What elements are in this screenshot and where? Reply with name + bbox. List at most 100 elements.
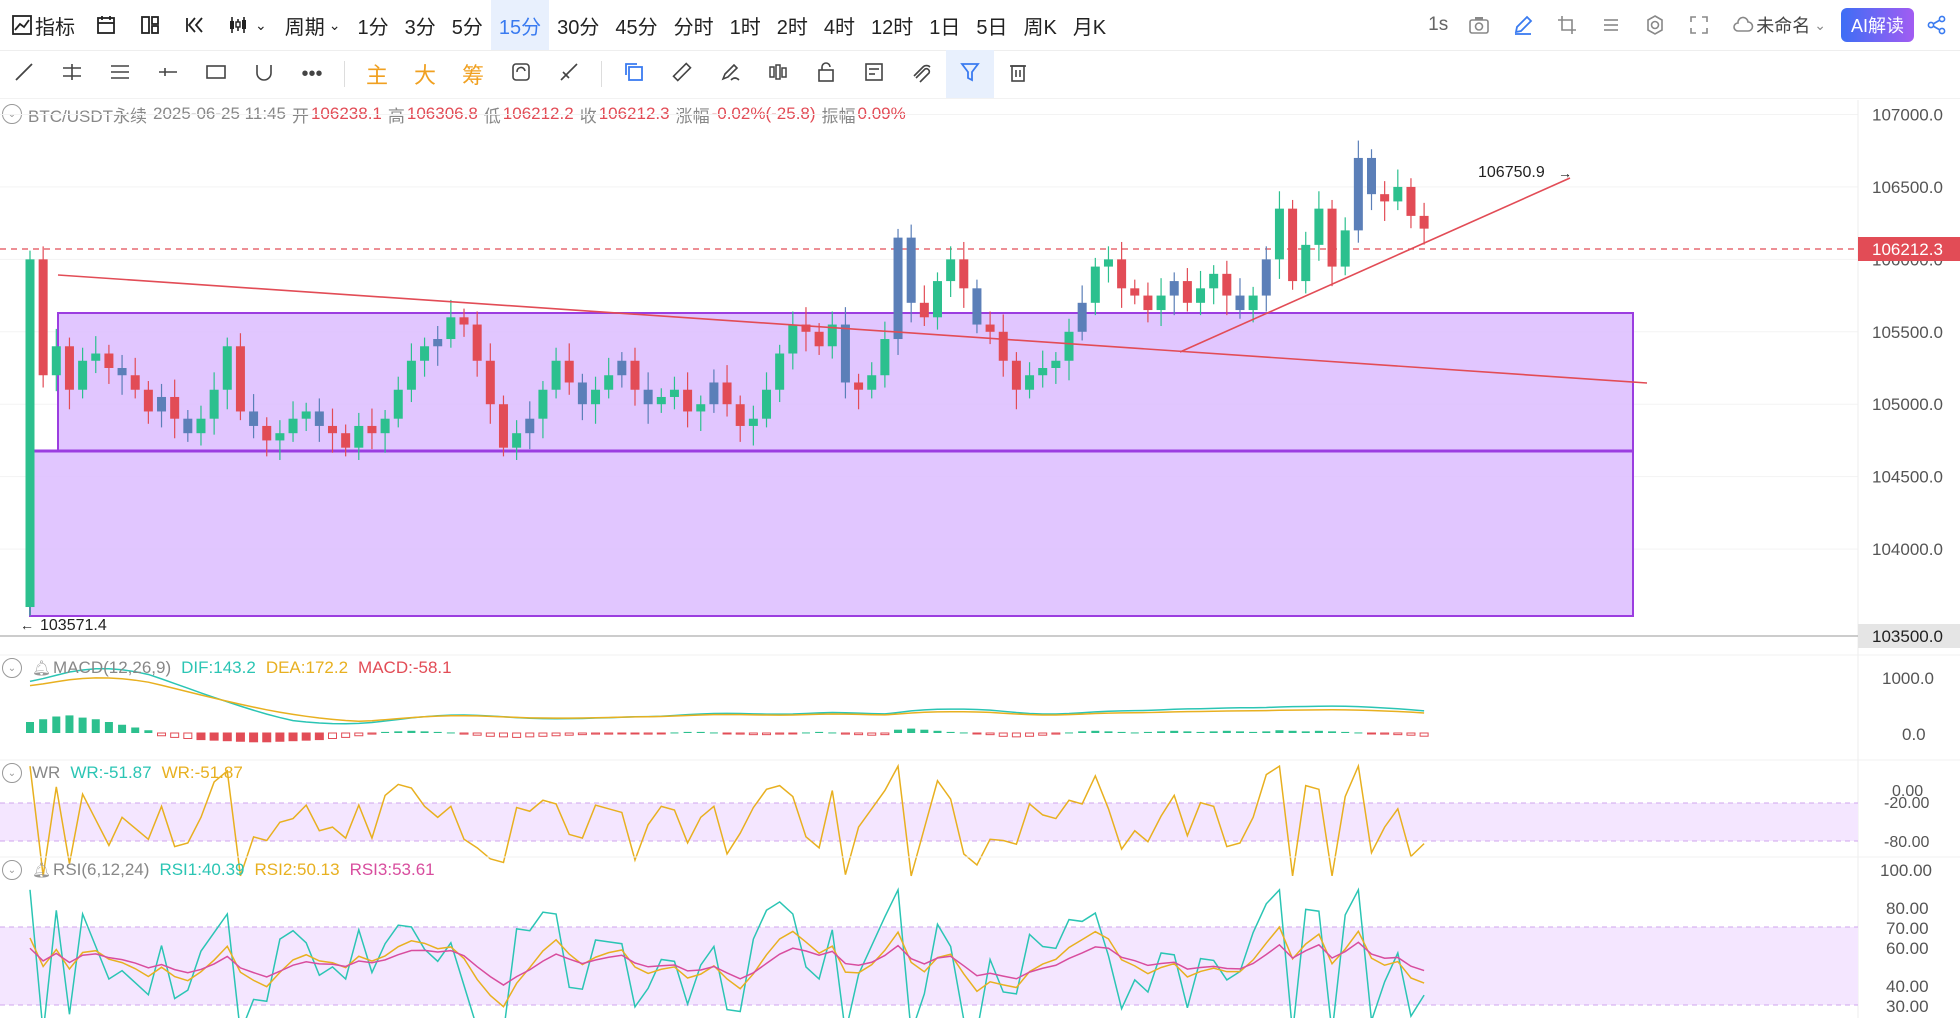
note-tool[interactable] <box>850 50 898 98</box>
main-chips-toggle[interactable]: 主 <box>353 50 401 98</box>
period-tab[interactable]: 2时 <box>776 16 808 39</box>
chart-type-button[interactable]: ⌄ <box>216 0 276 50</box>
candle-body[interactable] <box>38 259 48 376</box>
candle-body[interactable] <box>262 425 272 441</box>
candle-body[interactable] <box>604 375 614 390</box>
candle-body[interactable] <box>1393 186 1403 202</box>
candle-body[interactable] <box>1288 208 1298 282</box>
period-tab[interactable]: 15分 <box>490 0 550 50</box>
candle-body[interactable] <box>762 389 772 419</box>
sync-tool[interactable] <box>497 50 545 98</box>
candle-body[interactable] <box>643 389 653 405</box>
candle-body[interactable] <box>722 382 732 405</box>
period-tab[interactable]: 4时 <box>823 16 855 39</box>
candle-body[interactable] <box>814 331 824 347</box>
candle-body[interactable] <box>406 360 416 390</box>
collapse-icon[interactable]: ⌄ <box>2 763 22 783</box>
candle-body[interactable] <box>906 237 916 303</box>
candle-body[interactable] <box>1301 244 1311 282</box>
candle-body[interactable] <box>235 346 245 412</box>
magnet-tool[interactable] <box>898 50 946 98</box>
share-button[interactable] <box>1920 0 1960 50</box>
candle-body[interactable] <box>1051 360 1061 368</box>
candle-body[interactable] <box>1182 281 1192 303</box>
candle-body[interactable] <box>1261 259 1271 296</box>
horizontal-ray-tool[interactable] <box>144 50 192 98</box>
ruler-tool[interactable] <box>658 50 706 98</box>
candle-body[interactable] <box>1011 360 1021 390</box>
candle-body[interactable] <box>959 259 969 289</box>
candle-body[interactable] <box>946 259 956 282</box>
candle-body[interactable] <box>696 404 706 412</box>
candle-body[interactable] <box>380 418 390 434</box>
period-tab[interactable]: 5分 <box>451 16 483 39</box>
candle-body[interactable] <box>1117 259 1127 289</box>
upper-range-box[interactable] <box>57 312 1634 452</box>
candle-body[interactable] <box>867 375 877 390</box>
candle-body[interactable] <box>656 396 666 405</box>
candle-body[interactable] <box>1274 208 1284 260</box>
candle-body[interactable] <box>1143 295 1153 311</box>
replay-button[interactable] <box>172 0 216 50</box>
layout-button[interactable] <box>128 0 172 50</box>
copy-tool[interactable] <box>610 50 658 98</box>
candle-body[interactable] <box>104 353 114 368</box>
period-tab[interactable]: 分时 <box>673 16 714 39</box>
candle-body[interactable] <box>525 418 535 434</box>
period-tab[interactable]: 5日 <box>976 16 1008 39</box>
candle-body[interactable] <box>170 396 180 419</box>
list-button[interactable] <box>1589 0 1633 50</box>
big-order-toggle[interactable]: 大 <box>401 50 449 98</box>
candle-body[interactable] <box>1025 375 1035 390</box>
candle-body[interactable] <box>498 404 508 448</box>
chips-toggle[interactable]: 筹 <box>449 50 497 98</box>
trend-line-tool[interactable] <box>0 50 48 98</box>
candle-body[interactable] <box>919 302 929 318</box>
candle-body[interactable] <box>748 418 758 426</box>
period-tab[interactable]: 月K <box>1072 16 1107 39</box>
candle-body[interactable] <box>1314 208 1324 245</box>
indicator-button[interactable]: 指标 <box>0 0 84 50</box>
candle-body[interactable] <box>564 360 574 383</box>
brush-tool[interactable] <box>706 50 754 98</box>
candle-body[interactable] <box>25 259 35 608</box>
candle-body[interactable] <box>1169 281 1179 296</box>
period-tab[interactable]: 1日 <box>929 16 961 39</box>
candle-body[interactable] <box>1209 273 1219 289</box>
candle-body[interactable] <box>1340 230 1350 267</box>
screenshot-button[interactable] <box>1457 0 1501 50</box>
collapse-icon[interactable]: ⌄ <box>2 104 22 124</box>
candle-body[interactable] <box>354 425 364 448</box>
collapse-icon[interactable]: ⌄ <box>2 860 22 880</box>
candle-body[interactable] <box>485 360 495 405</box>
parallel-channel-tool[interactable] <box>48 50 96 98</box>
candle-body[interactable] <box>630 360 640 390</box>
bell-icon[interactable]: 🔔︎ <box>32 862 52 879</box>
candle-body[interactable] <box>591 389 601 405</box>
candle-body[interactable] <box>459 317 469 325</box>
candle-body[interactable] <box>275 433 285 441</box>
candle-body[interactable] <box>341 433 351 448</box>
collapse-icon[interactable]: ⌄ <box>2 658 22 678</box>
candle-body[interactable] <box>1353 157 1363 231</box>
candle-body[interactable] <box>196 418 206 434</box>
candle-body[interactable] <box>577 382 587 405</box>
candle-body[interactable] <box>327 425 337 434</box>
candle-body[interactable] <box>433 339 443 347</box>
candle-body[interactable] <box>1419 215 1429 229</box>
candle-body[interactable] <box>854 382 864 390</box>
candle-body[interactable] <box>775 353 785 390</box>
candle-body[interactable] <box>143 389 153 412</box>
candle-body[interactable] <box>1327 208 1337 267</box>
candle-body[interactable] <box>1090 266 1100 303</box>
candle-body[interactable] <box>1064 331 1074 361</box>
candle-body[interactable] <box>1077 302 1087 332</box>
candle-body[interactable] <box>288 418 298 434</box>
candle-body[interactable] <box>117 368 127 376</box>
candle-body[interactable] <box>1235 295 1245 311</box>
candle-body[interactable] <box>617 360 627 376</box>
candle-body[interactable] <box>1406 186 1416 216</box>
candle-body[interactable] <box>51 346 61 376</box>
candle-body[interactable] <box>1196 288 1206 303</box>
candle-body[interactable] <box>972 288 982 325</box>
